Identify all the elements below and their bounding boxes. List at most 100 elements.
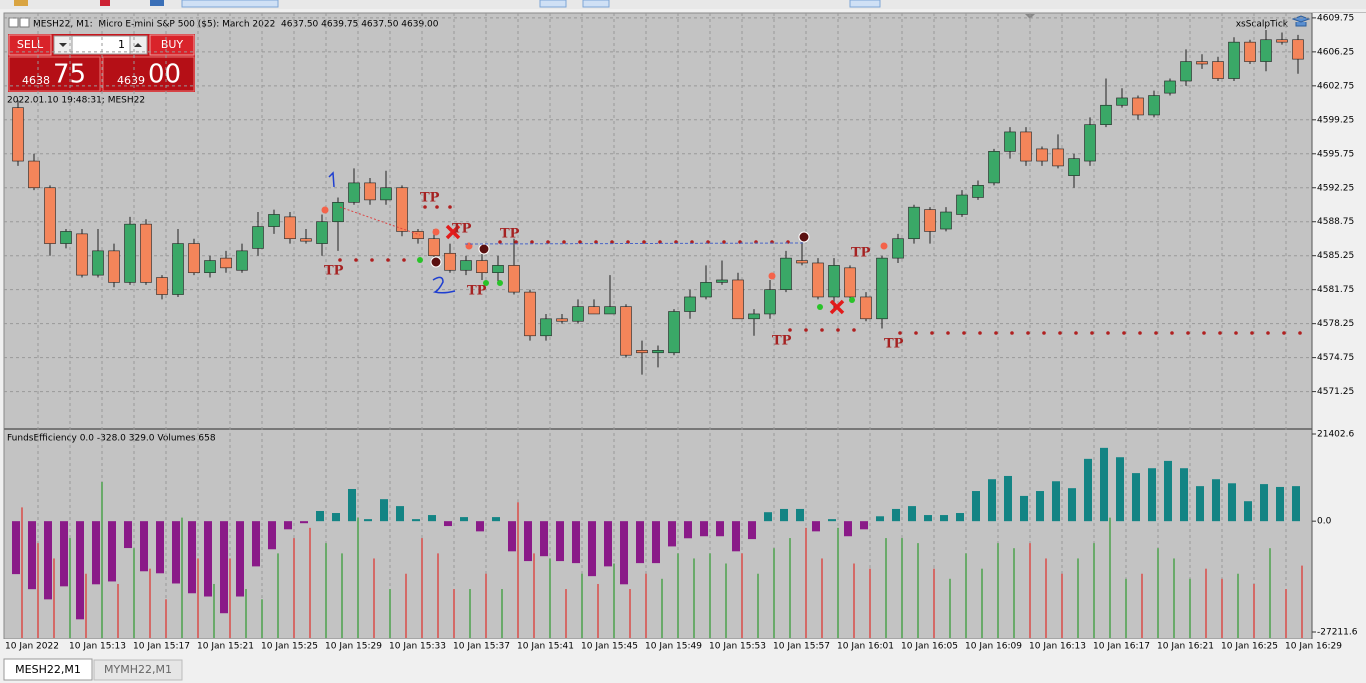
dotted-level xyxy=(1250,331,1254,335)
toolbar-icon[interactable] xyxy=(539,0,567,8)
toolbar-field[interactable] xyxy=(181,0,279,8)
signal-dot xyxy=(768,272,776,280)
candle-body xyxy=(1052,148,1064,167)
funds-bar xyxy=(492,517,500,522)
candle-body xyxy=(1132,97,1144,116)
funds-bar xyxy=(972,491,980,522)
x-tick-label: 10 Jan 15:37 xyxy=(453,642,510,652)
up-arrow xyxy=(134,43,142,47)
dotted-level xyxy=(1138,331,1142,335)
candle-body xyxy=(796,260,808,264)
candle-body xyxy=(1212,61,1224,79)
funds-bar xyxy=(716,521,724,537)
funds-bar xyxy=(700,521,708,537)
tp-label: TP xyxy=(467,284,487,299)
dotted-level xyxy=(498,240,502,244)
dotted-level xyxy=(594,240,598,244)
candle-body xyxy=(12,107,24,162)
funds-bar xyxy=(812,521,820,532)
dotted-level xyxy=(530,240,534,244)
toolbar-icon[interactable] xyxy=(150,0,164,6)
candle-body xyxy=(684,296,696,312)
candle-body xyxy=(1244,41,1256,62)
bid-big: 4638 xyxy=(22,74,50,87)
toolbar-icon[interactable] xyxy=(849,0,881,8)
funds-bar xyxy=(300,521,308,524)
toolbar-icon[interactable] xyxy=(14,0,28,6)
funds-bar xyxy=(268,521,276,550)
funds-bar xyxy=(748,521,756,540)
buy-button[interactable] xyxy=(149,34,195,56)
drawings xyxy=(328,171,806,294)
shift-marker[interactable] xyxy=(1025,14,1035,19)
order-mark xyxy=(430,256,442,268)
funds-bar xyxy=(1276,486,1284,522)
window-icon xyxy=(8,17,19,28)
candle-body xyxy=(188,243,200,273)
candle-body xyxy=(172,243,184,295)
candle-body xyxy=(1196,61,1208,65)
candle-body xyxy=(716,279,728,283)
dotted-level xyxy=(914,331,918,335)
candle-body xyxy=(636,350,648,354)
tab-label: MESH22,M1 xyxy=(15,663,81,676)
funds-bar xyxy=(124,521,132,549)
funds-bar xyxy=(684,521,692,539)
candle-body xyxy=(668,311,680,354)
funds-bar xyxy=(1228,483,1236,522)
funds-bar xyxy=(572,521,580,564)
funds-bar xyxy=(188,521,196,594)
funds-bar xyxy=(524,521,532,562)
funds-bar xyxy=(796,508,804,522)
x-tick-label: 10 Jan 15:29 xyxy=(325,642,382,652)
dotted-level xyxy=(788,328,792,332)
candle-body xyxy=(540,318,552,337)
trade-line xyxy=(464,242,806,245)
candle-body xyxy=(1116,97,1128,106)
dotted-level xyxy=(1282,331,1286,335)
funds-bar xyxy=(1148,468,1156,522)
dotted-level xyxy=(820,328,824,332)
tab[interactable] xyxy=(93,659,183,681)
candle-body xyxy=(1228,41,1240,79)
tab[interactable] xyxy=(3,658,93,681)
dotted-level xyxy=(852,328,856,332)
dotted-level xyxy=(898,331,902,335)
x-tick-label: 10 Jan 15:53 xyxy=(709,642,766,652)
y-tick-label: 4606.25 xyxy=(1317,47,1354,57)
funds-bar xyxy=(476,521,484,532)
funds-bar xyxy=(92,521,100,585)
funds-bar xyxy=(460,517,468,522)
x-tick-label: 10 Jan 15:49 xyxy=(645,642,702,652)
funds-bar xyxy=(860,521,868,530)
expert-icon[interactable] xyxy=(1291,15,1311,27)
candle-body xyxy=(620,306,632,356)
y-tick-label: 4574.75 xyxy=(1317,353,1354,363)
y-tick-label: 21402.6 xyxy=(1317,429,1354,439)
candle-body xyxy=(348,182,360,203)
toolbar-icon[interactable] xyxy=(100,0,110,6)
dotted-level xyxy=(1074,331,1078,335)
candle-body xyxy=(1004,131,1016,152)
buy-label: BUY xyxy=(161,38,184,51)
sell-label: SELL xyxy=(17,38,44,51)
x-tick-label: 10 Jan 16:25 xyxy=(1221,642,1278,652)
candle-body xyxy=(700,282,712,298)
chart-info: 2022.01.10 19:48:31; MESH22 xyxy=(7,96,145,106)
sell-button[interactable] xyxy=(8,34,52,56)
candle-body xyxy=(1148,95,1160,116)
x-tick-label: 10 Jan 15:57 xyxy=(773,642,830,652)
toolbar-icon[interactable] xyxy=(582,0,610,8)
dotted-level xyxy=(448,205,452,209)
dotted-level xyxy=(836,328,840,332)
dotted-level xyxy=(386,258,390,262)
y-tick-label: 4578.25 xyxy=(1317,319,1354,329)
candle-body xyxy=(492,265,504,273)
x-tick-label: 10 Jan 15:33 xyxy=(389,642,446,652)
order-mark xyxy=(798,231,810,243)
candle-body xyxy=(1100,104,1112,125)
candle-body xyxy=(508,265,520,293)
tp-label: TP xyxy=(772,334,792,349)
close-mark xyxy=(445,224,461,240)
dotted-level xyxy=(722,240,726,244)
